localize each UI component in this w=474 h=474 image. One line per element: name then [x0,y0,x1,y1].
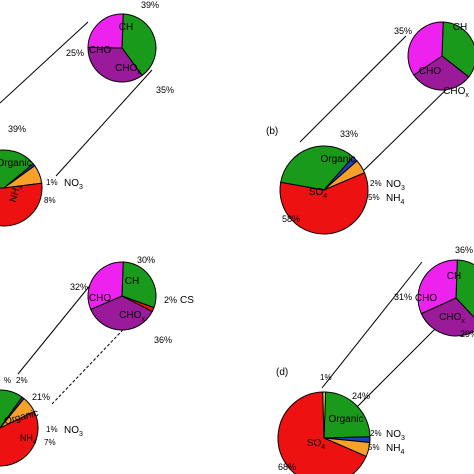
label-cs: CS [180,295,194,306]
label-nh4: NH4 [386,443,404,456]
connector-lines [0,21,463,413]
pie-slice-chox [87,46,143,83]
pie-inset-3 [87,261,157,331]
pie-slice-organic [323,391,371,439]
label-chox: CHOx [443,86,469,99]
pie-slice-organic [0,149,34,189]
label-ch: CH [453,22,467,33]
connector-line [0,21,89,104]
pct-label-hatch: % [4,376,11,385]
pie-main-2 [279,145,369,235]
panel-label-d: (d) [276,367,288,378]
pie-slice-ch [121,261,157,309]
pie-main-1 [0,149,43,227]
pct-label-no3: 1% [46,425,58,434]
label-cho: CHO [89,45,111,56]
label-organic: Organic [328,414,363,425]
label-ch: CH [447,271,461,282]
pct-label-inset-ch: 36% [455,245,473,255]
pie-slice-so4 [0,410,39,467]
panel-label-b: (b) [266,126,278,137]
pct-label-inset-cho: 25% [66,48,84,58]
label-so4: SO4 [307,438,325,451]
pie-slice-organic [0,389,23,429]
label-no3: NO3 [386,179,405,192]
label-ch: CH [119,22,133,33]
connector-line [299,35,407,143]
pct-label-inset-ch: 30% [137,255,155,265]
pct-label-no3: 2% [370,179,382,188]
pct-label-no3: 1% [46,178,58,187]
label-organic: Organic [320,154,355,165]
pct-label-organic: 33% [340,129,358,139]
pct-label-small: 2% [16,376,28,385]
label-chox: CHOx [439,312,465,325]
pct-label-organic: 39% [8,124,26,134]
pct-label-organic: 21% [32,392,50,402]
pct-label-nh4: 8% [44,196,56,205]
pct-label-nh4: 5% [368,193,380,202]
pie-inset-4 [417,259,474,337]
pct-label-inset-chox: 29% [460,329,474,339]
pie-main-4 [277,391,371,474]
pie-slice-cho [87,13,124,49]
pie-slice-organic [280,145,354,191]
pct-label-organic: 24% [352,391,370,401]
pie-slice-ch [441,21,474,78]
pie-slice-ch [121,13,157,77]
label-so4: SO4 [309,187,327,200]
pct-label-inset-ch: 39% [141,0,159,10]
label-nh4: NH4 [386,193,404,206]
label-chox: CHOx [115,63,141,76]
pie-inset-2 [407,21,474,91]
pie-slice-cho [407,21,444,76]
pct-label-so4: 58% [282,214,300,224]
pie-slice-so4 [0,182,43,227]
label-cho: CHO [419,66,441,77]
pct-label-inset-cs: 2% [164,295,177,305]
connector-line [357,79,457,177]
pct-label-inset-chox: 35% [156,85,174,95]
pct-label-inset-cho: 35% [394,26,412,36]
label-no3: NO3 [386,429,405,442]
pie-slice-cho [87,261,124,311]
label-no3: NO3 [64,425,83,438]
pct-label-inset-chox: 36% [154,335,172,345]
label-nh4: NH4 [20,433,37,446]
label-no3: NO3 [64,178,83,191]
pct-label-so4: 68% [278,462,296,472]
label-cho: CHO [89,293,111,304]
pie-main-3 [0,389,39,467]
pct-label-inset-cho: 32% [70,282,88,292]
pie-slice-chox [413,55,470,91]
connector-line [321,261,423,389]
connector-line [55,69,153,177]
pct-label-nh4: 7% [44,438,56,447]
pie-slice-so4 [279,172,369,235]
label-chox: CHOx [119,310,145,323]
pct-label-nh4: 5% [368,443,380,452]
label-organic: Organic [0,158,32,169]
pie-slice-chox [420,297,474,337]
label-cho: CHO [415,293,437,304]
pie-slice-cs [322,391,327,439]
pie-inset-1 [87,13,157,83]
pie-slice-chox [90,295,153,331]
label-ch: CH [125,276,139,287]
pct-label-no3: 2% [370,429,382,438]
pie-slice-ch [455,259,474,319]
pie-slice-cho [417,259,458,315]
connector-line [17,277,97,375]
pct-label-inset-cho: 31% [394,292,412,302]
pie-slice-so4 [277,391,367,474]
pct-label-cs: 1% [320,373,332,382]
